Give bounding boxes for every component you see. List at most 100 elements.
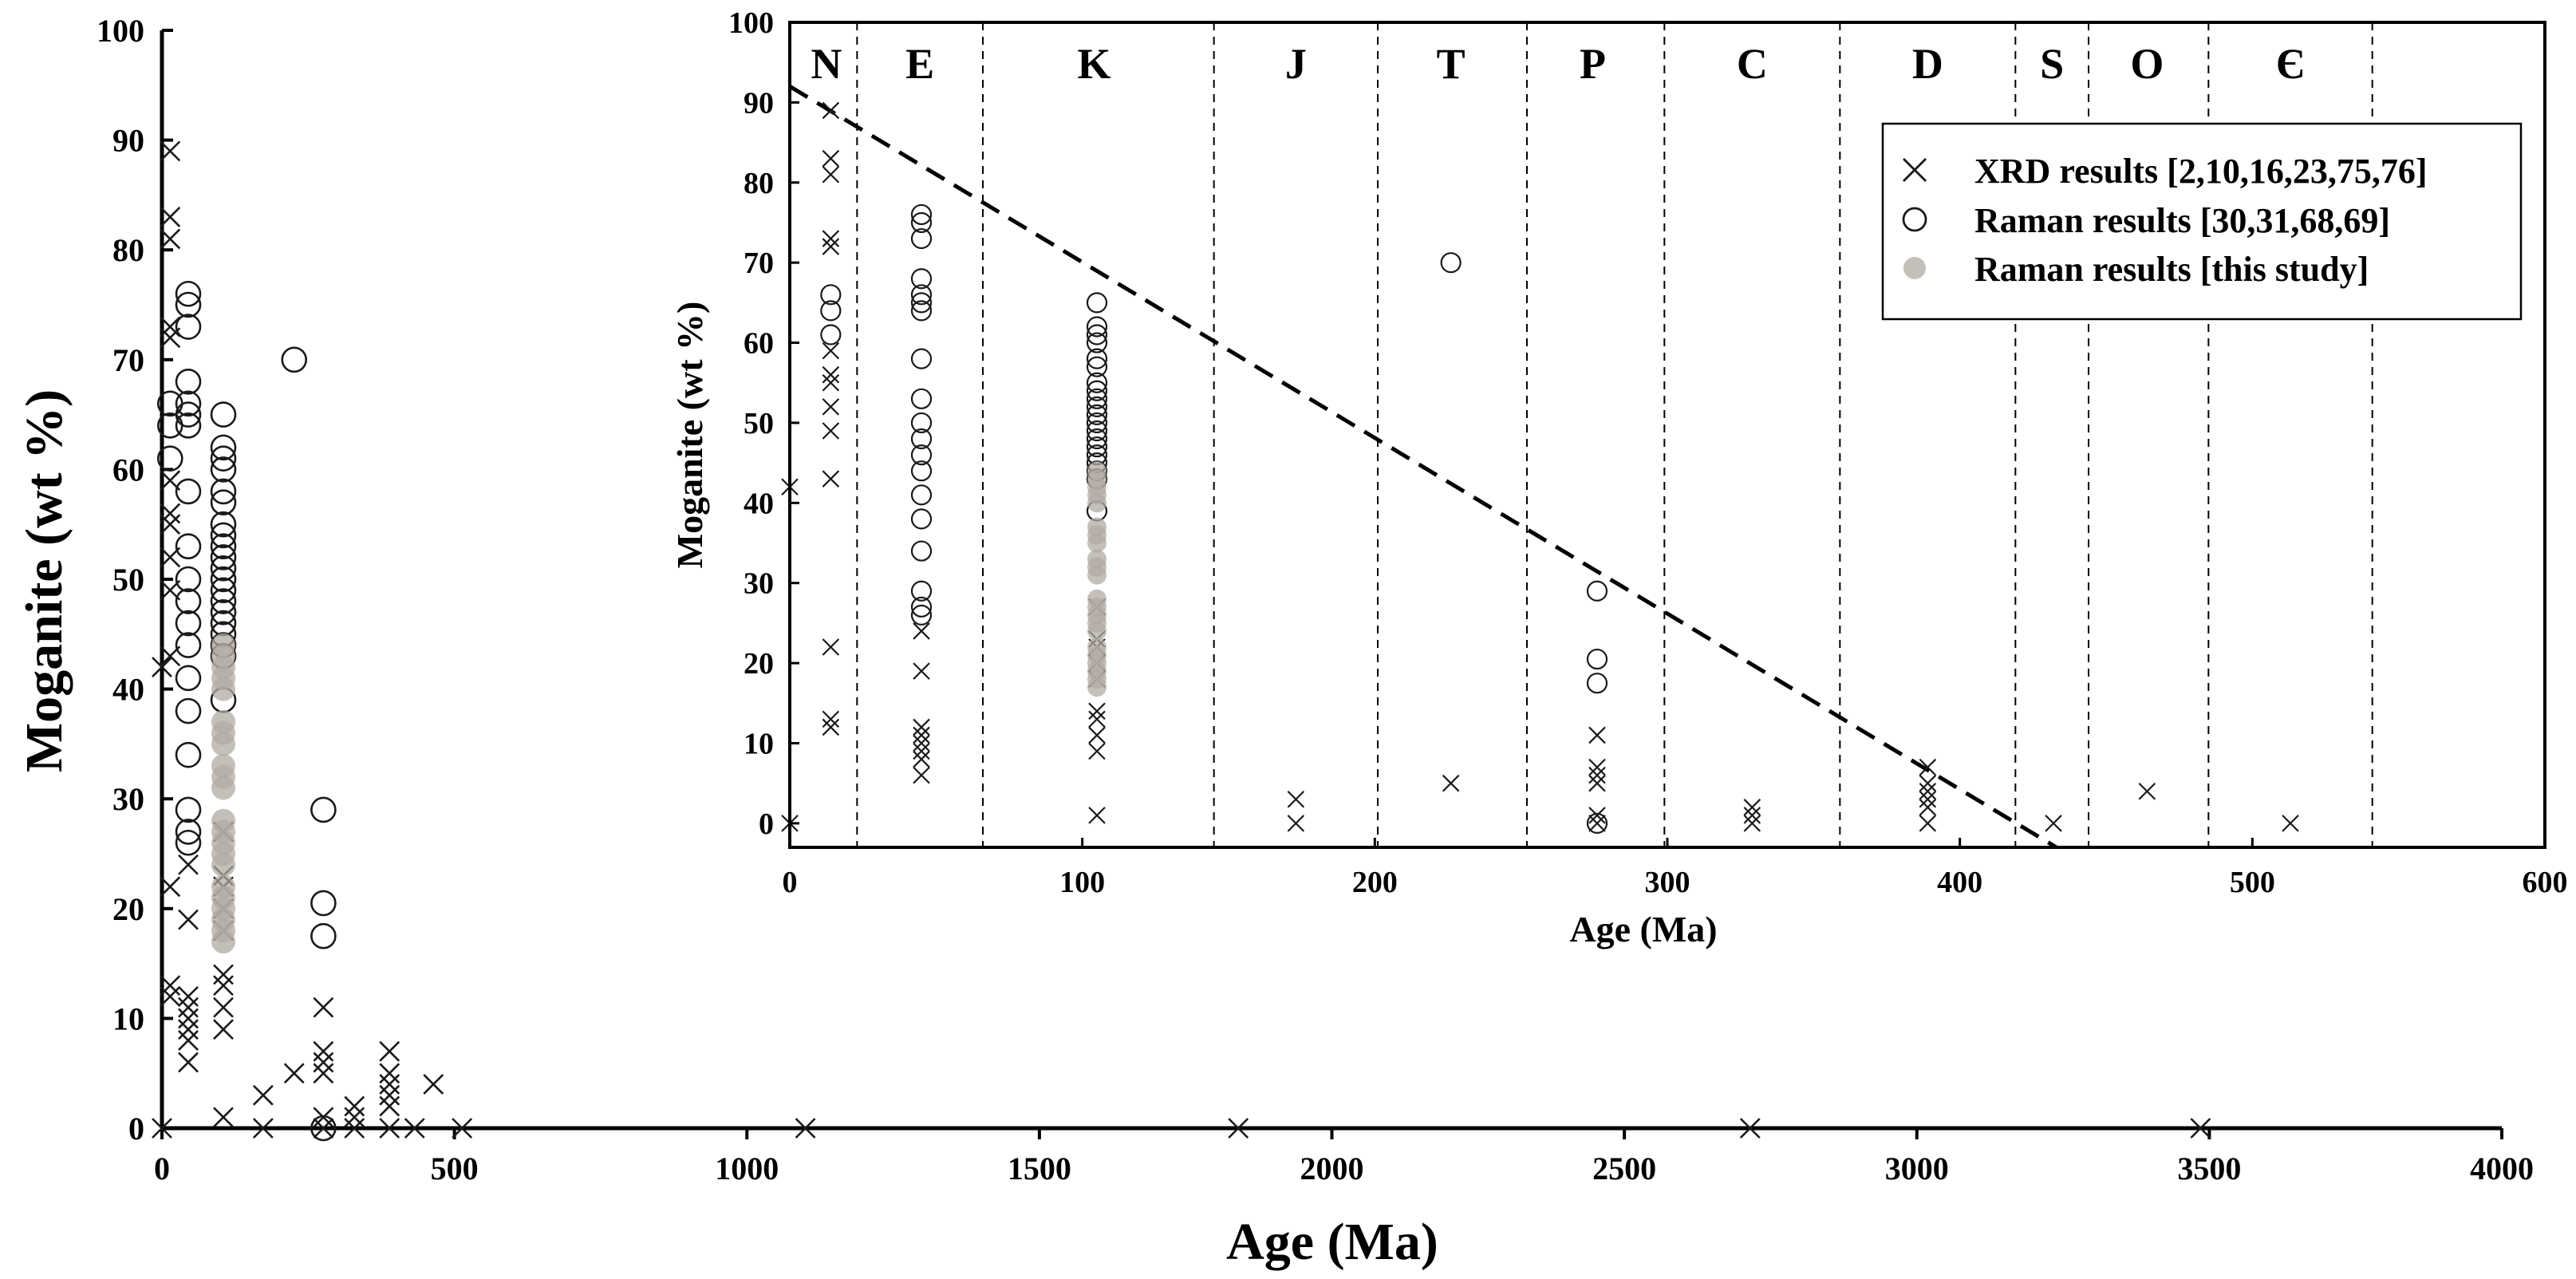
main-point-x-stroke-b [252,1084,274,1106]
main-point-x [178,1030,199,1051]
inset-point-o [910,428,933,450]
main-point-x-stroke-b [313,1063,334,1084]
legend-label: Raman results [30,31,68,69] [1974,201,2390,240]
inset-point-x [1919,782,1937,800]
main-point-filled [211,732,235,756]
main-point-x [344,1107,365,1128]
inset-point-x [1919,815,1937,832]
inset-point-o [910,284,933,306]
inset-x-tick-label: 0 [783,866,798,899]
inset-point-o [910,508,933,530]
inset-point-x [2045,815,2062,832]
inset-y-tick-label: 0 [759,807,774,841]
main-point-o [210,511,237,538]
inset-point-o [910,580,933,602]
main-point-o [156,445,183,472]
main-point-filled [211,776,235,800]
inset-point-x-stroke-b [822,149,840,168]
legend-marker-o [1902,207,1927,232]
main-point-x-stroke-b [160,140,181,162]
main-points [152,140,2211,1142]
inset-point-x-stroke-b [1919,790,1937,808]
main-y-tick-label: 30 [112,781,144,817]
inset-point-x [822,398,840,416]
main-point-filled [211,930,235,954]
main-point-x [313,1118,334,1139]
inset-point-x [1588,758,1606,776]
legend-marker-x [1903,158,1927,182]
main-point-o [210,588,237,614]
inset-point-x-stroke-b [1588,807,1606,824]
inset-point-o [910,388,933,409]
main-point-o [175,829,202,856]
inset-point-x [1088,710,1106,728]
inset-point-o [1086,332,1108,353]
period-label: D [1912,40,1943,88]
inset-point-x [822,470,840,488]
main-point-x-stroke-b [379,1074,400,1095]
main-point-x-stroke-b [160,985,181,1007]
main-x-tick-label: 4000 [2470,1151,2534,1186]
main-point-o [210,489,237,515]
main-point-x-stroke-b [1739,1118,1761,1139]
inset-point-x [913,622,930,640]
inset-point-x [1919,799,1937,816]
inset-point-x-stroke-b [822,101,840,120]
main-point-x-stroke-b [283,1063,305,1084]
main-point-x [213,975,234,997]
main-point-x-stroke-b [452,1118,473,1139]
main-point-o [210,445,237,472]
inset-point-x [1088,742,1106,760]
inset-x-axis-label: Age (Ma) [1569,909,1717,949]
inset-point-x-stroke-b [822,373,840,392]
main-point-o [175,401,202,428]
inset-point-x-stroke-b [913,622,930,640]
main-point-x [178,1052,199,1073]
inset-point-o [1586,648,1608,670]
main-point-x-stroke-b [178,1052,199,1073]
main-point-x-stroke-b [178,909,199,930]
main-y-tick-label: 40 [112,672,144,708]
main-point-x [252,1118,274,1139]
main-point-x [178,854,199,875]
main-point-o [175,413,202,439]
inset-point-x [822,101,840,120]
main-point-x [160,228,181,250]
main-point-x-stroke-b [252,1118,274,1139]
inset-trend-line [788,85,2057,850]
inset-point-x-stroke-b [1287,815,1305,832]
main-point-x [283,1063,305,1084]
inset-point-x [822,710,840,728]
main-point-x [160,985,181,1007]
inset-point-x-stroke-b [1588,726,1606,744]
inset-point-o [910,444,933,466]
inset-point-x-stroke-b [1287,790,1305,808]
period-label: J [1285,40,1307,88]
period-label: P [1580,40,1606,88]
main-point-x-stroke-b [344,1118,365,1139]
inset-point-x-stroke-b [1088,702,1106,720]
main-point-x-stroke-b [178,997,199,1018]
inset-point-x [1919,758,1937,776]
main-point-x-stroke-b [160,470,181,491]
inset-y-tick-label: 50 [744,407,774,440]
main-y-tick-label: 70 [112,342,144,378]
inset-point-x [1588,774,1606,792]
main-y-tick-label: 90 [112,123,144,159]
main-x-tick-label: 1000 [715,1151,779,1186]
main-point-x-stroke-b [160,228,181,250]
inset-point-o [910,484,933,506]
main-point-x-stroke-b [379,1063,400,1084]
main-point-x [423,1074,444,1095]
main-point-x [160,316,181,338]
main-x-tick-label: 0 [154,1151,170,1186]
main-point-x [178,1019,199,1040]
main-point-o [210,434,237,461]
inset-point-o [1086,428,1108,450]
inset-x-tick-label: 500 [2230,866,2275,899]
main-point-x-stroke-b [423,1074,444,1095]
main-point-x-stroke-b [1228,1118,1249,1139]
main-point-o [210,522,237,549]
